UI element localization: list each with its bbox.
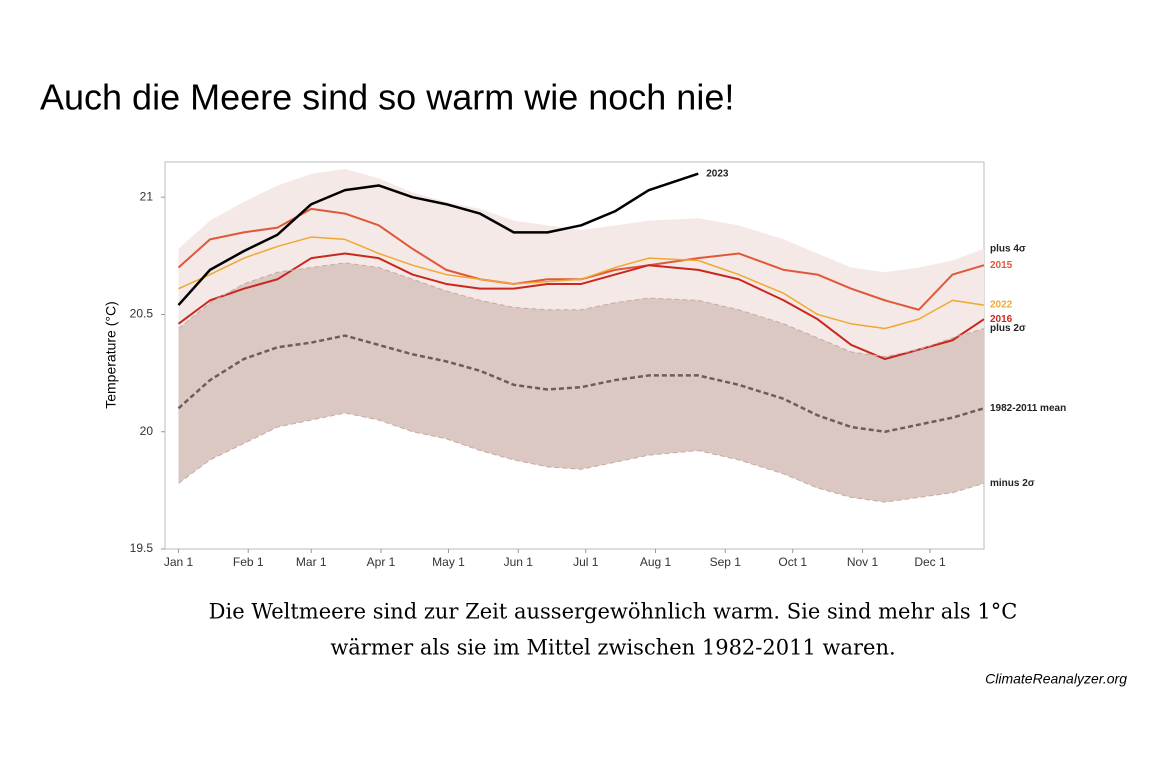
x-tick-label: Jan 1 — [164, 555, 194, 569]
band — [178, 262, 984, 503]
x-tick-label: Mar 1 — [296, 555, 327, 569]
series-label: 2023 — [706, 168, 729, 179]
series-line — [178, 236, 985, 330]
y-tick-label: 20.5 — [130, 307, 154, 321]
y-tick-label: 21 — [140, 189, 154, 203]
band — [178, 169, 984, 357]
series-line — [177, 207, 985, 311]
y-axis-label: Temperature (°C) — [103, 301, 119, 409]
credit: ClimateReanalyzer.org — [985, 671, 1127, 687]
series-line — [177, 334, 985, 433]
series-line — [177, 252, 985, 361]
series-label: 2022 — [990, 300, 1013, 311]
series-line — [178, 412, 985, 503]
x-tick-label: Sep 1 — [710, 555, 742, 569]
series-label: plus 4σ — [990, 243, 1026, 254]
slide-title: Auch die Meere sind so warm wie noch nie… — [40, 77, 734, 118]
series-label: 1982-2011 mean — [990, 403, 1066, 414]
x-tick-label: Jun 1 — [504, 555, 534, 569]
series-label: minus 2σ — [990, 478, 1035, 489]
x-tick-label: Dec 1 — [914, 555, 946, 569]
x-tick-label: Feb 1 — [233, 555, 264, 569]
x-tick-label: Jul 1 — [573, 555, 599, 569]
caption-line: wärmer als sie im Mittel zwischen 1982-2… — [330, 636, 895, 660]
x-tick-label: Nov 1 — [847, 555, 879, 569]
plot: 19.5 20 20.5 21 Jan 1 Feb 1 Mar 1 Apr 1 May 1 Jun… — [130, 161, 1066, 569]
y-tick-label: 19.5 — [130, 541, 154, 555]
series-line — [177, 172, 699, 306]
x-tick-label: May 1 — [432, 555, 465, 569]
series-label: 2016 — [990, 314, 1013, 325]
series-label: 2015 — [990, 260, 1013, 271]
caption-line: Die Weltmeere sind zur Zeit aussergewöhn… — [209, 600, 1018, 624]
series-line — [178, 262, 985, 358]
y-tick-label: 20 — [140, 424, 154, 438]
series-label: plus 2σ — [990, 323, 1026, 334]
x-tick-label: Apr 1 — [367, 555, 396, 569]
x-tick-label: Oct 1 — [778, 555, 807, 569]
x-tick-label: Aug 1 — [640, 555, 672, 569]
